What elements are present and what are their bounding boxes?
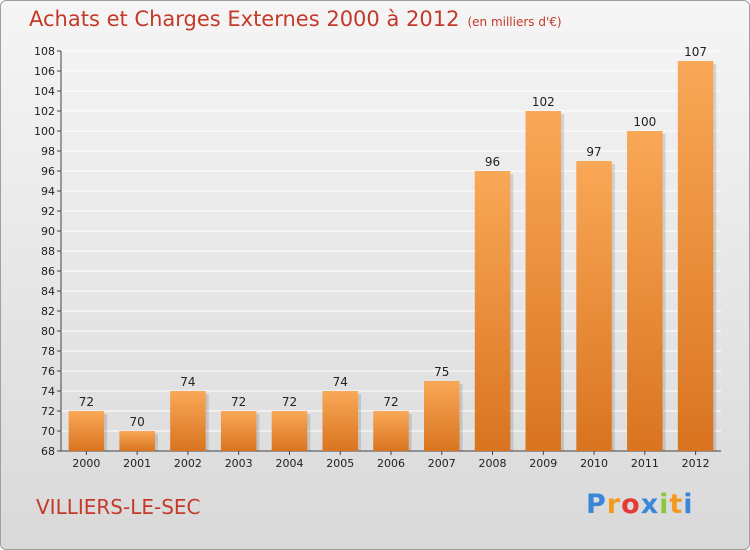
data-label: 107 [684, 45, 707, 59]
data-label: 74 [333, 375, 348, 389]
data-label: 72 [79, 395, 94, 409]
x-tick-label: 2000 [72, 457, 100, 470]
logo-letter: P [586, 489, 607, 520]
y-tick-label: 100 [34, 125, 55, 138]
logo-letter: t [669, 489, 684, 520]
y-tick-label: 102 [34, 105, 55, 118]
y-tick-label: 72 [41, 405, 55, 418]
data-label: 72 [282, 395, 297, 409]
y-tick-label: 106 [34, 65, 55, 78]
logo-letter: r [606, 489, 622, 520]
data-label: 74 [180, 375, 195, 389]
data-label: 96 [485, 155, 500, 169]
unit-label: (en milliers d'€) [467, 15, 562, 29]
logo-letter: i [683, 489, 694, 520]
y-tick-label: 84 [41, 285, 55, 298]
data-label: 75 [434, 365, 449, 379]
bar [677, 61, 714, 451]
y-tick-label: 86 [41, 265, 55, 278]
x-tick-label: 2001 [123, 457, 151, 470]
x-tick-label: 2009 [529, 457, 557, 470]
chart-title-text: Achats et Charges Externes 2000 à 2012 [29, 7, 460, 31]
chart-title: Achats et Charges Externes 2000 à 2012 (e… [29, 7, 562, 31]
bar [373, 411, 409, 451]
bar [525, 111, 562, 451]
bar [119, 431, 155, 451]
commune-name: VILLIERS-LE-SEC [36, 495, 201, 519]
y-tick-label: 108 [34, 45, 55, 58]
data-label: 72 [383, 395, 398, 409]
y-tick-label: 90 [41, 225, 55, 238]
bars [68, 61, 717, 451]
y-tick-label: 82 [41, 305, 55, 318]
x-tick-label: 2007 [428, 457, 456, 470]
bar [474, 171, 511, 451]
x-tick-label: 2003 [225, 457, 253, 470]
y-tick-label: 96 [41, 165, 55, 178]
bar [627, 131, 663, 451]
bar [170, 391, 206, 451]
y-tick-label: 78 [41, 345, 55, 358]
y-tick-label: 76 [41, 365, 55, 378]
x-tick-label: 2010 [580, 457, 608, 470]
logo-letter: i [659, 489, 670, 520]
bar [271, 411, 308, 451]
logo-letter: o [621, 489, 641, 520]
x-tick-label: 2005 [326, 457, 354, 470]
x-tick-label: 2012 [682, 457, 710, 470]
data-label: 72 [231, 395, 246, 409]
y-tick-label: 74 [41, 385, 55, 398]
x-tick-label: 2002 [174, 457, 202, 470]
data-label: 97 [586, 145, 601, 159]
y-tick-label: 80 [41, 325, 55, 338]
y-tick-label: 94 [41, 185, 55, 198]
y-tick-label: 70 [41, 425, 55, 438]
y-tick-label: 68 [41, 445, 55, 458]
x-tick-label: 2011 [631, 457, 659, 470]
data-label: 102 [532, 95, 555, 109]
bar [220, 411, 257, 451]
bar [424, 381, 460, 451]
grid-lines [61, 50, 721, 452]
x-tick-label: 2006 [377, 457, 405, 470]
bar [68, 411, 105, 451]
data-labels: 72 70 74 72 72 74 72 75 96 102 97 100 107 [79, 45, 707, 429]
x-tick-label: 2008 [479, 457, 507, 470]
data-label: 100 [633, 115, 656, 129]
y-tick-label: 88 [41, 245, 55, 258]
axes: 68 70 72 74 76 78 80 82 84 86 88 90 92 94 96 98 100 102 10… [34, 45, 721, 470]
data-label: 70 [130, 415, 145, 429]
bar [322, 391, 358, 451]
proxiti-logo[interactable]: Proxiti [586, 489, 694, 520]
logo-letter: x [640, 489, 660, 520]
x-tick-label: 2004 [275, 457, 303, 470]
y-tick-label: 98 [41, 145, 55, 158]
bar [576, 161, 612, 451]
y-tick-label: 92 [41, 205, 55, 218]
y-tick-label: 104 [34, 85, 55, 98]
